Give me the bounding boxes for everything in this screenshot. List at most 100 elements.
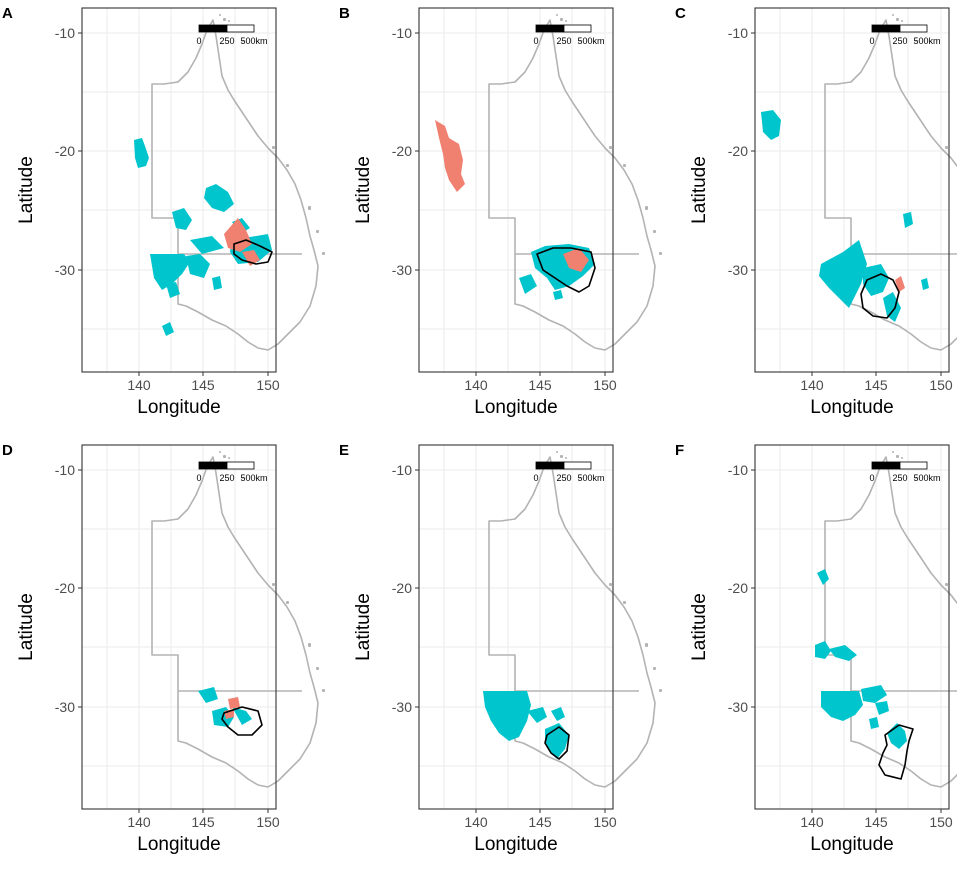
- habitat-region-primary: [212, 276, 222, 290]
- study-area-outline: [544, 726, 570, 760]
- scalebar-segment-dark: [198, 461, 228, 470]
- y-axis-label: Latitude: [353, 593, 374, 661]
- habitat-region-secondary: [563, 248, 589, 272]
- panel-label: F: [675, 442, 684, 459]
- y-tick-label: -10: [55, 462, 75, 478]
- scalebar-label: 250: [892, 473, 907, 483]
- habitat-region-secondary: [895, 276, 905, 292]
- map-panel-b: 140 145 150 -10 -20 -30 Longitude Latitude B 0 250…: [339, 5, 662, 418]
- x-tick-label: 145: [528, 814, 552, 830]
- x-tick-label: 150: [929, 377, 953, 393]
- scalebar-label: 500km: [913, 473, 940, 483]
- y-tick-label: -10: [728, 462, 748, 478]
- scalebar-label: 500km: [577, 36, 604, 46]
- habitat-region-primary: [198, 687, 218, 703]
- study-area-outline: [860, 273, 900, 319]
- scalebar-label: 0: [869, 473, 874, 483]
- habitat-region-primary: [761, 110, 781, 140]
- y-axis-label: Latitude: [16, 156, 37, 224]
- map-panel-d: 140 145 150 -10 -20 -30 Longitude Latitude D 0 250…: [2, 442, 325, 855]
- panel-frame: [418, 444, 614, 810]
- study-area-outline: [878, 724, 914, 780]
- habitat-region-secondary: [228, 697, 240, 709]
- habitat-region-primary: [162, 322, 174, 336]
- scalebar-segment-light: [226, 24, 255, 33]
- x-tick-label: 145: [864, 814, 888, 830]
- scalebar-label: 0: [869, 36, 874, 46]
- y-tick-label: -30: [728, 699, 748, 715]
- habitat-region-primary: [869, 717, 879, 729]
- habitat-region-primary: [821, 691, 863, 721]
- x-tick-label: 150: [593, 377, 617, 393]
- panel-label: A: [2, 5, 13, 22]
- habitat-region-primary: [553, 290, 563, 300]
- study-area-outline: [221, 706, 263, 736]
- habitat-region-primary: [204, 184, 234, 212]
- scalebar-label: 0: [533, 473, 538, 483]
- scalebar-segment-light: [563, 461, 592, 470]
- habitat-region-primary: [190, 236, 224, 254]
- x-tick-label: 140: [127, 377, 151, 393]
- x-axis-label: Longitude: [137, 397, 220, 418]
- scalebar-label: 250: [556, 36, 571, 46]
- x-axis-label: Longitude: [474, 834, 557, 855]
- habitat-region-primary: [186, 254, 210, 278]
- map-content: [151, 451, 325, 788]
- habitat-region-primary: [519, 274, 537, 294]
- scalebar-segment-light: [899, 24, 928, 33]
- x-axis-label: Longitude: [810, 397, 893, 418]
- x-axis-label: Longitude: [137, 834, 220, 855]
- x-axis-label: Longitude: [474, 397, 557, 418]
- scalebar-label: 500km: [577, 473, 604, 483]
- y-tick-label: -30: [392, 262, 412, 278]
- panel-label: C: [675, 5, 686, 22]
- habitat-region-primary: [551, 707, 565, 721]
- map-content: [435, 14, 662, 351]
- scalebar-segment-light: [563, 24, 592, 33]
- habitat-region-primary: [166, 282, 180, 298]
- habitat-region-primary: [172, 208, 192, 230]
- habitat-region-primary: [817, 569, 829, 585]
- habitat-region-primary: [875, 701, 889, 715]
- x-tick-label: 145: [191, 814, 215, 830]
- y-tick-label: -20: [392, 143, 412, 159]
- y-tick-label: -10: [55, 25, 75, 41]
- x-tick-label: 145: [864, 377, 888, 393]
- panel-frame: [418, 7, 614, 373]
- scalebar-segment-dark: [198, 24, 228, 33]
- habitat-region-primary: [863, 264, 889, 296]
- habitat-region-secondary: [435, 120, 465, 192]
- y-tick-label: -30: [55, 262, 75, 278]
- scalebar-label: 0: [196, 36, 201, 46]
- y-axis-label: Latitude: [16, 593, 37, 661]
- y-tick-label: -20: [728, 580, 748, 596]
- habitat-region-primary: [815, 641, 831, 659]
- map-panel-e: 140 145 150 -10 -20 -30 Longitude Latitude E 0 250…: [339, 442, 662, 855]
- scalebar-segment-dark: [535, 461, 565, 470]
- map-content: [483, 451, 662, 788]
- scalebar-label: 250: [556, 473, 571, 483]
- scalebar-label: 0: [196, 473, 201, 483]
- habitat-region-primary: [819, 240, 867, 308]
- scalebar-label: 250: [219, 473, 234, 483]
- habitat-region-primary: [829, 645, 857, 661]
- y-axis-label: Latitude: [689, 593, 710, 661]
- habitat-region-secondary: [242, 250, 260, 266]
- y-tick-label: -20: [728, 143, 748, 159]
- x-tick-label: 140: [464, 814, 488, 830]
- scalebar-label: 250: [892, 36, 907, 46]
- x-tick-label: 145: [528, 377, 552, 393]
- scalebar-label: 500km: [913, 36, 940, 46]
- map-content: [815, 451, 957, 788]
- panel-frame: [754, 444, 950, 810]
- scalebar-segment-dark: [871, 461, 901, 470]
- habitat-region-primary: [527, 707, 547, 723]
- panel-frame: [754, 7, 950, 373]
- study-area-outline: [233, 239, 273, 265]
- habitat-region-primary: [150, 254, 190, 290]
- panel-label: E: [339, 442, 349, 459]
- y-tick-label: -30: [728, 262, 748, 278]
- scalebar-label: 500km: [240, 36, 267, 46]
- panel-label: B: [339, 5, 350, 22]
